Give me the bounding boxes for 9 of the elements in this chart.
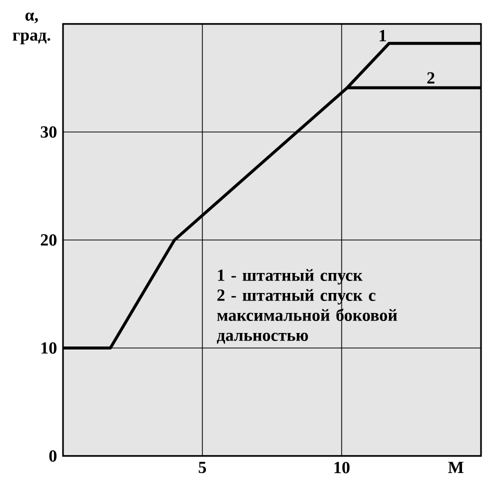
y-axis-title: α, град. xyxy=(12,12,50,44)
y-tick-label: 10 xyxy=(42,342,56,354)
y-tick-label: 0 xyxy=(49,450,56,462)
y-tick-label: 20 xyxy=(40,234,56,246)
series-label: 1 xyxy=(380,30,386,42)
y-tick-label: 30 xyxy=(40,126,56,138)
x-axis-title: M xyxy=(448,462,464,473)
series-label: 2 xyxy=(427,72,434,84)
x-tick-label: 5 xyxy=(198,462,206,474)
